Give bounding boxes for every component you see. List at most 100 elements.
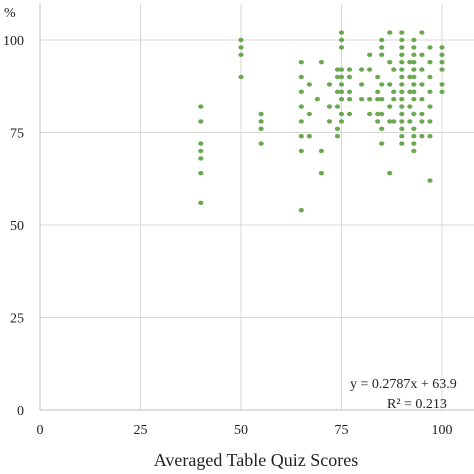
data-point-106: [411, 45, 417, 50]
data-point-53: [346, 111, 353, 117]
x-tick-label-100: 100: [432, 423, 453, 438]
data-point-100: [407, 60, 413, 65]
data-points: [198, 30, 445, 213]
data-point-72: [379, 126, 385, 131]
data-point-98: [399, 134, 405, 139]
x-tick-labels: 0 25 50 75 100: [37, 423, 453, 438]
y-tick-label-75: 75: [10, 127, 24, 142]
data-point-86: [399, 45, 405, 50]
x-axis-title: Averaged Table Quiz Scores: [154, 450, 359, 470]
data-point-95: [399, 111, 405, 117]
data-point-87: [399, 52, 405, 57]
data-point-64: [375, 111, 381, 117]
y-tick-label-25: 25: [10, 312, 24, 327]
data-point-134: [427, 178, 433, 183]
data-point-33: [334, 67, 341, 72]
data-point-112: [411, 89, 417, 95]
data-point-125: [419, 119, 425, 124]
axes: [39, 4, 474, 411]
data-point-16: [298, 74, 304, 80]
data-point-36: [334, 104, 341, 109]
y-tick-label-0: 0: [17, 404, 24, 419]
y-tick-labels: 0 25 50 75 100: [3, 34, 24, 419]
data-point-97: [399, 126, 405, 131]
data-point-126: [419, 134, 425, 139]
gridlines: [40, 4, 474, 410]
data-point-8: [238, 45, 244, 50]
data-point-140: [439, 89, 445, 95]
data-point-56: [359, 97, 365, 102]
data-point-59: [367, 97, 373, 102]
data-point-3: [198, 148, 204, 154]
y-axis-label: %: [4, 6, 16, 21]
x-tick-label-0: 0: [37, 423, 44, 438]
data-point-21: [298, 148, 304, 154]
data-point-129: [427, 74, 433, 80]
data-point-5: [198, 171, 204, 176]
data-point-7: [238, 37, 244, 43]
data-point-81: [391, 89, 397, 95]
data-point-122: [419, 82, 425, 87]
data-point-103: [407, 104, 413, 109]
data-point-54: [359, 67, 365, 72]
data-point-29: [318, 171, 324, 176]
data-point-31: [326, 104, 333, 109]
data-point-24: [306, 111, 312, 117]
data-point-131: [427, 104, 433, 109]
data-point-70: [379, 97, 385, 102]
data-point-133: [427, 134, 433, 139]
data-point-91: [399, 82, 405, 87]
data-point-4: [198, 156, 204, 161]
data-point-12: [258, 119, 264, 124]
data-point-25: [306, 134, 312, 139]
x-tick-label-75: 75: [335, 423, 349, 438]
data-point-43: [338, 74, 345, 80]
data-point-114: [411, 111, 417, 117]
data-point-78: [387, 119, 393, 124]
data-point-102: [407, 89, 413, 95]
data-point-19: [298, 119, 304, 124]
data-point-110: [411, 74, 417, 80]
data-point-93: [399, 97, 405, 102]
data-point-13: [258, 126, 264, 131]
data-point-92: [399, 89, 405, 95]
data-point-65: [375, 119, 381, 124]
data-point-80: [391, 67, 397, 72]
data-point-48: [338, 119, 345, 124]
data-point-38: [334, 134, 341, 139]
data-point-123: [419, 97, 425, 102]
data-point-101: [407, 74, 413, 80]
data-point-27: [318, 60, 324, 65]
data-point-105: [411, 37, 417, 43]
data-point-88: [399, 60, 405, 65]
data-point-32: [326, 119, 333, 124]
data-point-26: [314, 97, 320, 102]
y-tick-label-50: 50: [10, 219, 24, 234]
data-point-44: [338, 82, 345, 87]
data-point-11: [258, 111, 264, 117]
data-point-1: [198, 119, 204, 124]
data-point-62: [375, 89, 381, 95]
data-point-18: [298, 104, 304, 109]
data-point-74: [387, 30, 393, 35]
data-point-58: [367, 67, 373, 72]
data-point-52: [346, 97, 353, 102]
data-point-67: [379, 45, 385, 50]
data-point-37: [334, 126, 341, 131]
data-point-136: [439, 52, 445, 57]
data-point-61: [375, 74, 381, 80]
data-point-77: [387, 104, 393, 109]
data-point-15: [298, 60, 304, 65]
data-point-135: [439, 45, 445, 50]
data-point-120: [419, 52, 425, 57]
data-point-104: [407, 119, 413, 124]
trendline-equation: y = 0.2787x + 63.9: [350, 377, 457, 392]
data-point-50: [346, 74, 353, 80]
data-point-128: [427, 60, 433, 65]
data-point-130: [427, 89, 433, 95]
data-point-17: [298, 89, 304, 95]
data-point-73: [379, 141, 385, 146]
data-point-118: [411, 148, 417, 154]
